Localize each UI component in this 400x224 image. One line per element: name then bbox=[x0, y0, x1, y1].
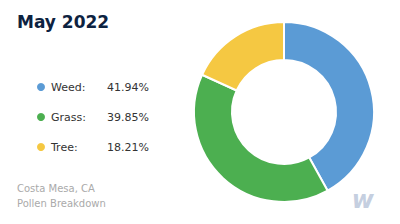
svg-text:May 2022: May 2022 bbox=[17, 12, 109, 32]
svg-text:Costa Mesa, CA: Costa Mesa, CA bbox=[17, 183, 95, 194]
svg-text:41.94%: 41.94% bbox=[107, 81, 149, 94]
svg-text:Grass:: Grass: bbox=[51, 111, 86, 124]
svg-text:39.85%: 39.85% bbox=[107, 111, 149, 124]
svg-text:18.21%: 18.21% bbox=[107, 141, 149, 154]
svg-text:w: w bbox=[352, 186, 375, 214]
svg-text:Pollen Breakdown: Pollen Breakdown bbox=[17, 198, 106, 209]
svg-text:Weed:: Weed: bbox=[51, 81, 85, 94]
svg-text:Tree:: Tree: bbox=[50, 141, 78, 154]
